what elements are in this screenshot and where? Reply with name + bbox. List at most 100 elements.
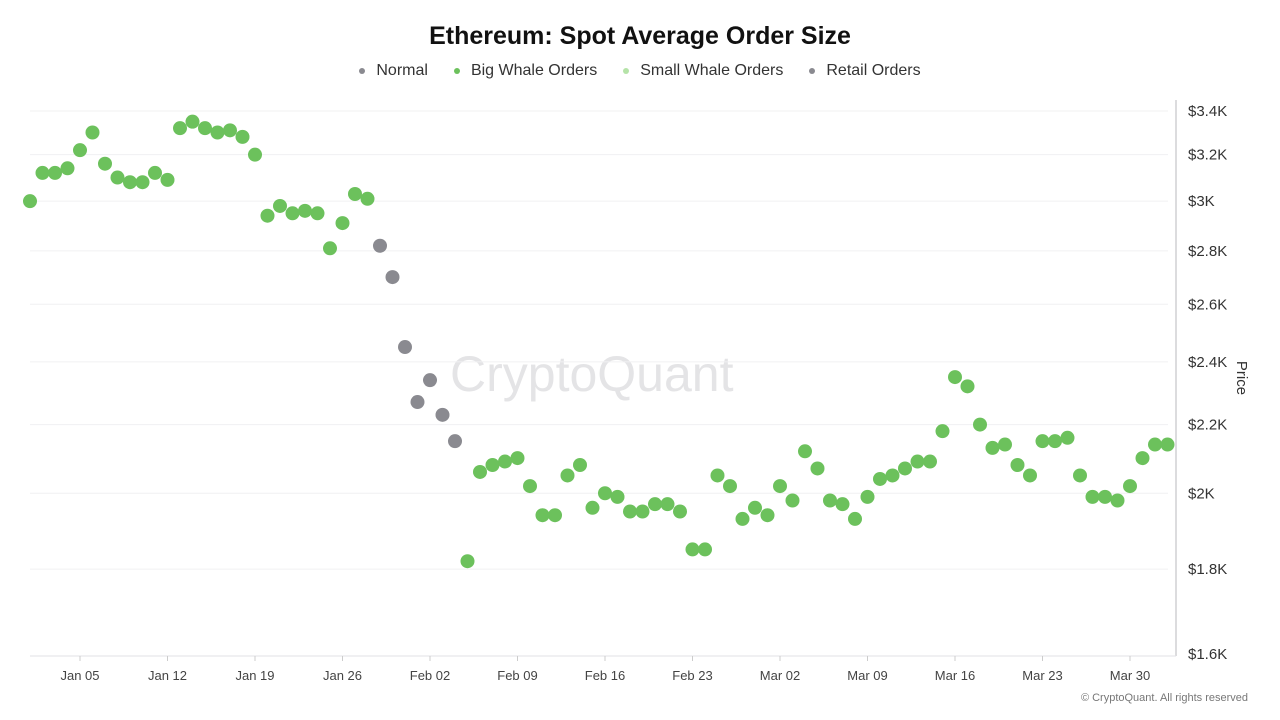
data-point[interactable] [373, 238, 387, 253]
data-point[interactable] [810, 461, 825, 476]
data-point[interactable] [260, 208, 275, 223]
data-point[interactable] [248, 147, 262, 162]
data-point[interactable] [185, 114, 200, 129]
data-point[interactable] [660, 497, 675, 512]
data-point[interactable] [35, 165, 50, 180]
data-point[interactable] [860, 489, 875, 504]
data-point[interactable] [948, 370, 962, 385]
data-point[interactable] [1148, 437, 1162, 452]
data-point[interactable] [998, 437, 1012, 452]
data-point[interactable] [923, 454, 937, 469]
data-point[interactable] [610, 489, 625, 504]
data-point[interactable] [1048, 434, 1062, 449]
data-point[interactable] [85, 125, 100, 140]
data-point[interactable] [698, 542, 712, 557]
data-point[interactable] [148, 165, 162, 180]
data-point[interactable] [548, 508, 562, 523]
data-point[interactable] [673, 504, 687, 519]
legend-item-retail[interactable]: Retail Orders [809, 62, 921, 80]
data-point[interactable] [760, 508, 775, 523]
data-point[interactable] [435, 407, 450, 422]
data-point[interactable] [448, 434, 462, 449]
data-point[interactable] [785, 493, 800, 508]
legend-item-big-whale[interactable]: Big Whale Orders [453, 62, 597, 80]
data-point[interactable] [985, 440, 1000, 455]
data-point[interactable] [910, 454, 925, 469]
legend-dot-icon [809, 68, 816, 74]
data-point[interactable] [585, 500, 600, 515]
data-point[interactable] [160, 172, 175, 187]
data-point[interactable] [748, 500, 762, 515]
data-point[interactable] [1073, 468, 1087, 483]
data-point[interactable] [360, 191, 375, 206]
data-point[interactable] [385, 270, 400, 285]
data-point[interactable] [210, 125, 225, 140]
data-point[interactable] [723, 479, 737, 494]
data-point[interactable] [323, 241, 337, 256]
data-point[interactable] [173, 121, 187, 136]
data-point[interactable] [410, 395, 425, 410]
data-point[interactable] [873, 471, 887, 486]
data-point[interactable] [60, 161, 75, 176]
data-point[interactable] [1060, 430, 1075, 445]
data-point[interactable] [1135, 451, 1150, 466]
data-point[interactable] [1035, 434, 1050, 449]
data-point[interactable] [848, 511, 862, 526]
data-point[interactable] [1023, 468, 1037, 483]
data-point[interactable] [23, 194, 37, 209]
data-point[interactable] [198, 121, 212, 136]
data-point[interactable] [535, 508, 550, 523]
data-point[interactable] [460, 554, 475, 569]
data-point[interactable] [523, 479, 537, 494]
x-tick-label: Jan 12 [148, 668, 187, 683]
data-point[interactable] [960, 379, 975, 394]
data-point[interactable] [710, 468, 725, 483]
data-point[interactable] [110, 170, 125, 185]
data-point[interactable] [798, 444, 812, 459]
data-point[interactable] [823, 493, 837, 508]
data-point[interactable] [348, 186, 362, 201]
data-point[interactable] [48, 165, 62, 180]
data-point[interactable] [423, 373, 437, 388]
data-point[interactable] [648, 497, 662, 512]
data-point[interactable] [135, 175, 150, 190]
x-tick-label: Mar 30 [1110, 668, 1150, 683]
legend-item-normal[interactable]: Normal [359, 62, 428, 80]
data-point[interactable] [898, 461, 912, 476]
data-point[interactable] [510, 451, 525, 466]
data-point[interactable] [298, 203, 312, 218]
legend-item-small-whale[interactable]: Small Whale Orders [623, 62, 783, 80]
data-point[interactable] [1123, 479, 1137, 494]
data-point[interactable] [98, 156, 112, 171]
data-point[interactable] [598, 486, 612, 501]
data-point[interactable] [1098, 489, 1112, 504]
data-point[interactable] [685, 542, 700, 557]
data-point[interactable] [123, 175, 137, 190]
data-point[interactable] [235, 129, 250, 144]
data-point[interactable] [485, 457, 500, 472]
data-point[interactable] [560, 468, 575, 483]
data-point[interactable] [285, 206, 300, 221]
data-point[interactable] [223, 123, 237, 138]
data-point[interactable] [973, 417, 987, 432]
data-point[interactable] [885, 468, 900, 483]
x-tick-label: Jan 05 [60, 668, 99, 683]
data-point[interactable] [1160, 437, 1175, 452]
data-point[interactable] [398, 340, 412, 355]
data-point[interactable] [273, 198, 287, 213]
data-point[interactable] [335, 216, 350, 231]
data-point[interactable] [735, 511, 750, 526]
data-point[interactable] [1085, 489, 1100, 504]
data-point[interactable] [1110, 493, 1125, 508]
data-point[interactable] [635, 504, 650, 519]
data-point[interactable] [498, 454, 512, 469]
data-point[interactable] [473, 464, 487, 479]
data-point[interactable] [310, 206, 325, 221]
data-point[interactable] [773, 479, 787, 494]
data-point[interactable] [835, 497, 850, 512]
data-point[interactable] [1010, 457, 1025, 472]
data-point[interactable] [573, 457, 587, 472]
data-point[interactable] [73, 143, 87, 158]
data-point[interactable] [935, 424, 950, 439]
data-point[interactable] [623, 504, 637, 519]
